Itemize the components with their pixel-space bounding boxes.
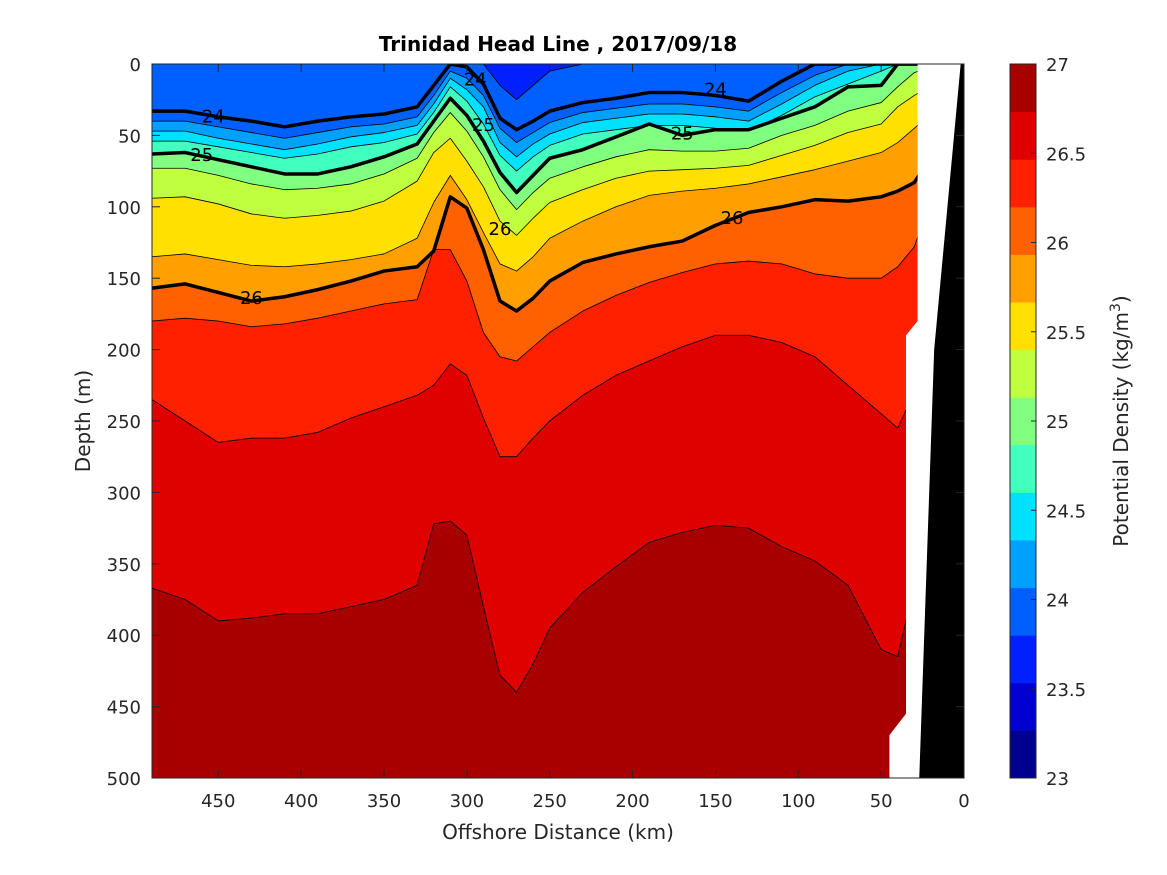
contour-line-23.75: [152, 64, 931, 101]
y-tick-label: 150: [107, 269, 141, 290]
colorbar-swatch: [1010, 302, 1036, 351]
contour-line-25.75: [152, 113, 932, 272]
contour-lines: [152, 64, 933, 693]
colorbar-swatch: [1010, 540, 1036, 589]
colorbar-swatch: [1010, 730, 1036, 779]
contour-line-26.75: [152, 520, 932, 693]
colorbar-swatch: [1010, 254, 1036, 303]
colorbar: 23 23.5 24 24.5 25 25.5 26 26.5 27: [1009, 55, 1086, 790]
land-wedge: [919, 64, 964, 778]
colorbar-swatch: [1010, 635, 1036, 684]
chart-title: Trinidad Head Line , 2017/09/18: [379, 32, 737, 56]
contour-line-24.5: [152, 64, 931, 158]
contour-line-25.5: [152, 85, 932, 236]
contour-line-24: [152, 64, 931, 132]
y-tick-label: 500: [107, 769, 141, 790]
seafloor-mask: [889, 64, 964, 778]
contour-line-24.75: [152, 64, 931, 172]
y-tick-label: 400: [107, 626, 141, 647]
y-axis: 0 50 100 150 200 250 300 350 400 450 500: [107, 55, 964, 790]
colorbar-tick-label: 24.5: [1046, 501, 1086, 522]
contour-label: 26: [240, 288, 263, 309]
x-tick-label: 0: [958, 791, 969, 812]
contour-line-25.25: [152, 66, 931, 211]
contour-label: 26: [489, 219, 512, 240]
x-tick-label: 100: [781, 791, 815, 812]
x-tick-label: 400: [284, 791, 318, 812]
contour-labels: 24 24 24 25 25 25 26 26 26: [190, 69, 744, 309]
colorbar-swatch: [1010, 349, 1036, 398]
colorbar-swatch: [1010, 444, 1036, 493]
colorbar-swatch: [1010, 587, 1036, 636]
colorbar-label-close: ): [1109, 295, 1133, 303]
contour-label: 24: [202, 106, 225, 127]
contour-line-24.25: [152, 64, 931, 143]
y-tick-label: 0: [130, 55, 141, 76]
contour-line-26: [152, 155, 933, 313]
y-tick-label: 350: [107, 555, 141, 576]
contour-label: 24: [464, 69, 487, 90]
density-band-26.75: [152, 520, 964, 778]
contour-label: 25: [671, 124, 694, 145]
colorbar-swatch: [1010, 111, 1036, 160]
x-tick-label: 250: [533, 791, 567, 812]
colorbar-swatch: [1010, 492, 1036, 541]
contour-label: 25: [472, 115, 495, 136]
y-tick-label: 200: [107, 341, 141, 362]
y-tick-label: 100: [107, 198, 141, 219]
y-tick-label: 450: [107, 698, 141, 719]
colorbar-tick-label: 23.5: [1046, 680, 1086, 701]
colorbar-tick-label: 25.5: [1046, 323, 1086, 344]
x-tick-label: 300: [450, 791, 484, 812]
colorbar-swatch: [1010, 64, 1036, 113]
colorbar-tick-label: 25: [1046, 412, 1069, 433]
x-axis-label: Offshore Distance (km): [442, 820, 674, 844]
colorbar-tick-label: 26: [1046, 234, 1069, 255]
x-tick-label: 200: [615, 791, 649, 812]
y-tick-label: 250: [107, 412, 141, 433]
y-tick-label: 50: [118, 126, 141, 147]
colorbar-label: Potential Density (kg/m3): [1108, 295, 1133, 546]
x-tick-label: 350: [367, 791, 401, 812]
colorbar-tick-label: 23: [1046, 769, 1069, 790]
colorbar-swatch: [1010, 159, 1036, 208]
contour-fills: [152, 64, 964, 778]
contour-line-26.25: [152, 199, 932, 362]
colorbar-swatch: [1010, 682, 1036, 731]
colorbar-tick-label: 26.5: [1046, 144, 1086, 165]
y-axis-label: Depth (m): [71, 370, 95, 472]
x-tick-label: 150: [698, 791, 732, 812]
contour-label: 25: [190, 145, 213, 166]
contour-label: 24: [704, 79, 727, 100]
colorbar-swatch: [1010, 206, 1036, 255]
plot-area: 24 24 24 25 25 25 26 26 26: [152, 64, 964, 778]
colorbar-label-text: Potential Density (kg/m: [1109, 312, 1133, 547]
x-tick-label: 50: [870, 791, 893, 812]
contour-line-26.5: [152, 306, 932, 458]
contour-label: 26: [721, 208, 744, 229]
colorbar-label-sup: 3: [1108, 303, 1124, 312]
contour-line-25: [152, 64, 931, 195]
x-axis: 450 400 350 300 250 200 150 100 50 0: [201, 64, 970, 812]
colorbar-tick-label: 27: [1046, 55, 1069, 76]
y-tick-label: 300: [107, 483, 141, 504]
colorbar-tick-label: 24: [1046, 591, 1069, 612]
x-tick-label: 450: [201, 791, 235, 812]
